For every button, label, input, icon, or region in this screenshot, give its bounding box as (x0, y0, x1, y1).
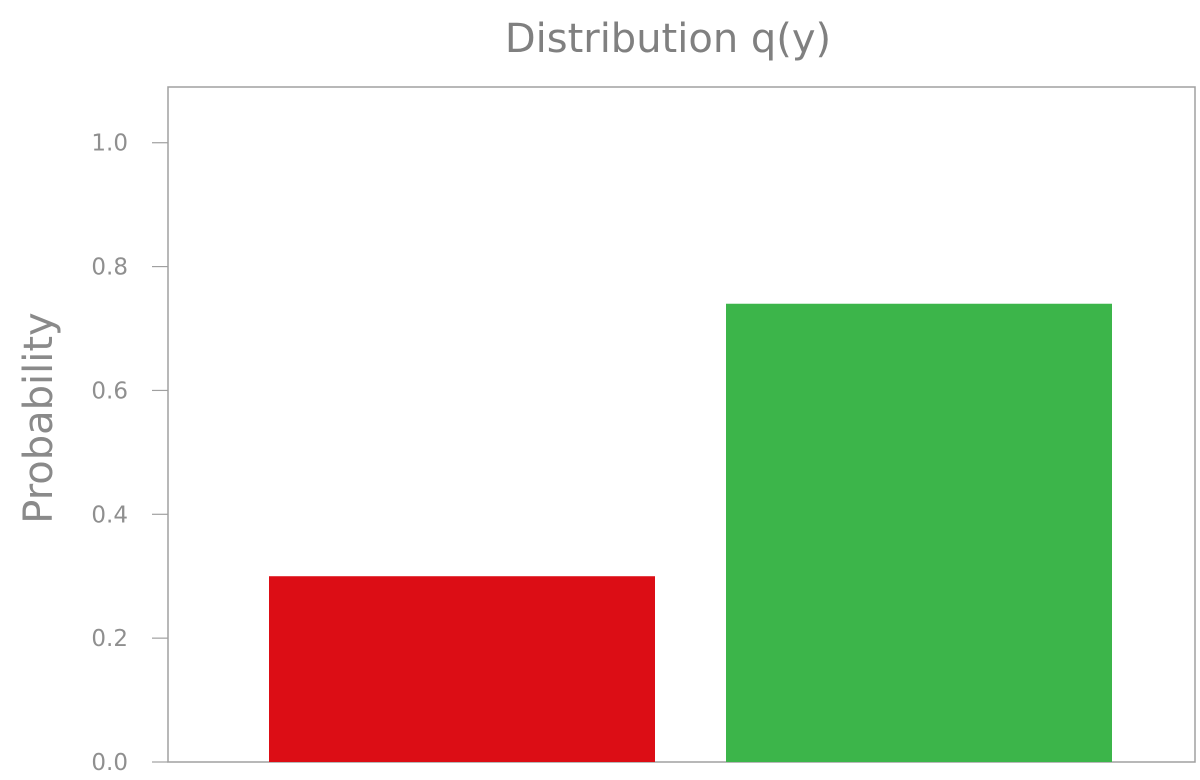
y-axis: 0.0 0.2 0.4 0.6 0.8 1.0 (91, 131, 168, 776)
y-axis-label: Probability (16, 312, 62, 523)
bars-group (269, 303, 1112, 762)
y-tick-label: 1.0 (91, 131, 128, 157)
y-tick-label: 0.8 (91, 255, 128, 281)
y-tick-label: 0.0 (91, 750, 128, 776)
chart-title: Distribution q(y) (505, 16, 831, 62)
bar-2 (726, 303, 1112, 762)
bar-1 (269, 576, 655, 762)
y-tick-label: 0.6 (91, 378, 128, 404)
plot-frame (167, 86, 1196, 763)
y-tick-label: 0.2 (91, 626, 128, 652)
y-tick-label: 0.4 (91, 502, 128, 528)
